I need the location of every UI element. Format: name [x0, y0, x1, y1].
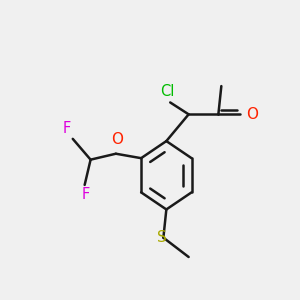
Text: Cl: Cl [160, 85, 174, 100]
Text: S: S [157, 230, 167, 245]
Text: O: O [246, 107, 258, 122]
Text: F: F [62, 122, 70, 136]
Text: F: F [82, 187, 90, 202]
Text: O: O [111, 132, 123, 147]
